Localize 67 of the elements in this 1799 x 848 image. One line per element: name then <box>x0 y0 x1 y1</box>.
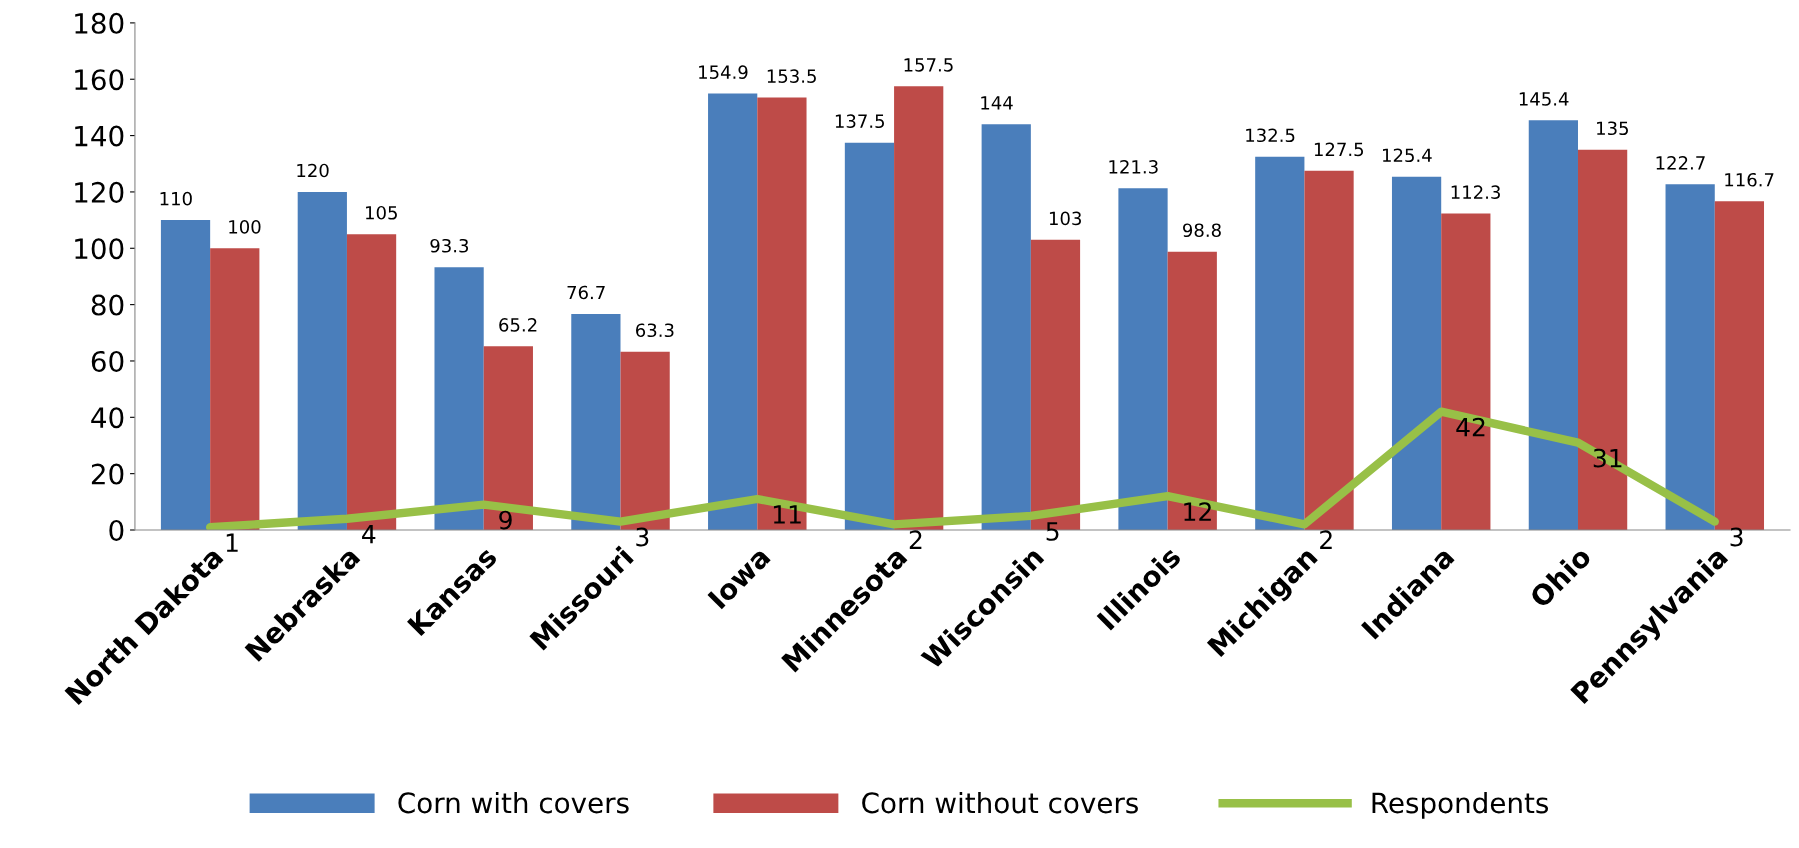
data-label: 12 <box>1184 502 1211 521</box>
bar <box>1441 213 1491 530</box>
bar <box>571 313 621 530</box>
legend-label: Corn without covers <box>862 791 1138 814</box>
data-label: 132.5 <box>1246 128 1295 143</box>
bar <box>1577 149 1628 530</box>
data-label: 3 <box>1730 527 1743 547</box>
data-label: 42 <box>1456 417 1485 437</box>
y-tick-label: 180 <box>75 12 124 34</box>
data-label: 144 <box>981 96 1013 110</box>
data-label: 3 <box>636 527 649 547</box>
bar <box>1304 170 1354 530</box>
bar <box>160 220 211 530</box>
bar <box>434 267 484 530</box>
data-label: 2 <box>909 530 922 549</box>
data-label: 110 <box>160 191 192 206</box>
bar <box>844 142 895 530</box>
y-tick-label: 160 <box>75 69 124 91</box>
bar <box>1528 120 1578 530</box>
legend-label: Corn with covers <box>398 791 629 814</box>
bar <box>1391 176 1442 530</box>
data-label: 11 <box>773 505 801 524</box>
y-tick-label: 100 <box>75 238 124 260</box>
data-label: 153.5 <box>767 69 816 83</box>
bar <box>297 191 347 530</box>
data-label: 105 <box>366 205 397 220</box>
y-tick-label: 60 <box>91 350 124 372</box>
bar <box>981 124 1031 530</box>
data-label: 93.3 <box>430 238 469 253</box>
bar <box>1255 156 1305 530</box>
data-label: 137.5 <box>835 114 884 129</box>
data-label: 157.5 <box>904 58 953 72</box>
y-tick-label: 0 <box>109 519 124 541</box>
bar <box>1167 251 1217 530</box>
data-label: 112.3 <box>1451 185 1500 200</box>
bar <box>1118 188 1168 530</box>
legend-label: Respondents <box>1372 791 1549 819</box>
bar <box>894 86 944 530</box>
data-label: 127.5 <box>1314 142 1364 157</box>
y-tick-label: 20 <box>91 463 124 485</box>
data-label: 154.9 <box>699 65 748 79</box>
bar <box>1665 184 1715 530</box>
data-label: 145.4 <box>1519 92 1569 106</box>
data-label: 120 <box>297 163 329 178</box>
y-tick-label: 40 <box>91 407 124 429</box>
data-label: 76.7 <box>567 285 605 300</box>
data-label: 103 <box>1049 211 1081 226</box>
y-tick-label: 80 <box>91 294 124 316</box>
data-label: 125.4 <box>1383 148 1432 163</box>
data-label: 2 <box>1320 530 1332 549</box>
y-tick-label: 140 <box>75 125 124 147</box>
y-tick-label: 120 <box>75 181 124 203</box>
bar <box>757 97 807 530</box>
data-label: 121.3 <box>1109 160 1158 174</box>
data-label: 1 <box>226 533 238 552</box>
data-label: 100 <box>229 220 261 234</box>
data-label: 116.7 <box>1725 172 1774 187</box>
data-label: 65.2 <box>499 318 537 332</box>
data-label: 9 <box>499 510 512 530</box>
data-label: 63.3 <box>636 323 674 338</box>
bar <box>708 93 758 530</box>
bar <box>210 248 260 530</box>
data-label: 98.8 <box>1183 223 1221 238</box>
bar <box>483 346 533 530</box>
data-label: 135 <box>1597 121 1628 136</box>
data-label: 4 <box>362 525 376 544</box>
data-label: 122.7 <box>1656 156 1705 170</box>
